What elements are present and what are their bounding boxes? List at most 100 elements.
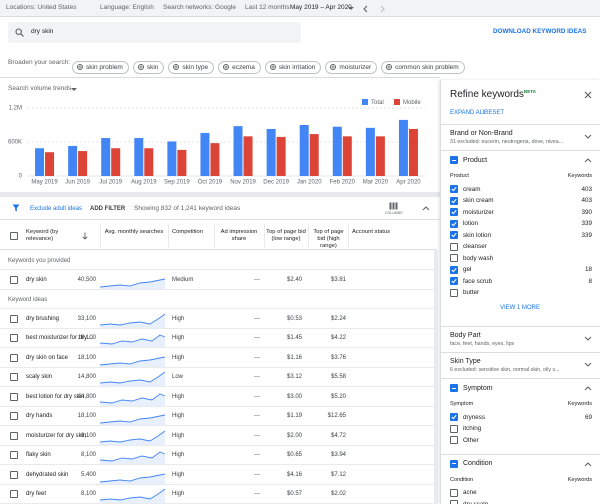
item-checkbox[interactable] xyxy=(450,265,458,274)
item-checkbox[interactable] xyxy=(450,254,458,262)
item-label[interactable]: face scrub xyxy=(463,277,493,285)
prev-period[interactable] xyxy=(362,5,368,13)
period-dropdown[interactable] xyxy=(347,6,355,12)
item-label[interactable]: acne xyxy=(463,489,477,496)
group-checkbox[interactable] xyxy=(450,384,458,392)
group-checkbox[interactable] xyxy=(450,459,458,468)
keyword[interactable]: scaly skin xyxy=(26,374,53,380)
collapse-chevron[interactable] xyxy=(584,461,592,468)
columns-label[interactable]: COLUMNS xyxy=(385,211,403,215)
item-label[interactable]: lotion xyxy=(463,220,479,227)
row-checkbox[interactable] xyxy=(10,470,18,479)
item-label[interactable]: cream xyxy=(463,185,481,193)
collapse-chevron[interactable] xyxy=(584,386,592,392)
row-checkbox[interactable] xyxy=(10,392,18,401)
item-label[interactable]: butter xyxy=(463,289,480,296)
item-label[interactable]: dryness xyxy=(463,413,486,421)
item-checkbox[interactable] xyxy=(450,424,458,433)
filter-title[interactable]: Product xyxy=(463,156,488,164)
item-checkbox[interactable] xyxy=(450,219,458,228)
exclude-adult[interactable]: Exclude adult ideas xyxy=(30,206,83,212)
search-box[interactable] xyxy=(8,22,301,43)
column-header[interactable]: Account status xyxy=(352,229,391,235)
view-more[interactable]: VIEW 1 MORE xyxy=(499,305,541,311)
item-label[interactable]: itching xyxy=(463,425,482,432)
chip[interactable]: skin type xyxy=(168,61,215,74)
filter-title[interactable]: Brand or Non-Brand xyxy=(450,130,513,137)
row-checkbox[interactable] xyxy=(10,334,18,342)
column-header[interactable]: Ad impression share xyxy=(220,229,258,242)
filter-title[interactable]: Body Part xyxy=(450,332,481,339)
item-label[interactable]: skin lotion xyxy=(463,231,492,239)
chip[interactable]: moisturizer xyxy=(325,61,378,74)
row-checkbox[interactable] xyxy=(10,373,18,381)
keyword[interactable]: dry skin on face xyxy=(26,354,69,361)
chart-dropdown[interactable] xyxy=(70,87,78,93)
keyword[interactable]: dry brushing xyxy=(26,315,60,322)
keyword[interactable]: dry feet xyxy=(26,491,47,497)
keyword[interactable]: dry skin xyxy=(26,276,47,283)
row-checkbox[interactable] xyxy=(10,451,18,459)
column-header[interactable]: Top of page bid (high range) xyxy=(313,229,344,249)
keyword[interactable]: moisturizer for dry skin xyxy=(26,432,87,439)
column-header[interactable]: Avg. monthly searches xyxy=(104,229,164,235)
item-checkbox[interactable] xyxy=(450,288,458,297)
filter-title[interactable]: Symptom xyxy=(463,384,493,392)
collapse-chevron[interactable] xyxy=(584,158,592,164)
keyword[interactable]: flaky skin xyxy=(26,452,51,458)
filter-icon[interactable] xyxy=(12,204,20,212)
chip[interactable]: eczema xyxy=(218,61,261,74)
chip[interactable]: skin xyxy=(132,61,165,74)
item-checkbox[interactable] xyxy=(450,413,458,421)
item-checkbox[interactable] xyxy=(450,500,458,504)
row-checkbox[interactable] xyxy=(10,490,18,498)
select-all[interactable] xyxy=(10,232,18,240)
add-filter[interactable]: ADD FILTER xyxy=(90,206,126,212)
row-checkbox[interactable] xyxy=(10,412,18,420)
item-checkbox[interactable] xyxy=(450,208,458,216)
keyword[interactable]: dry hands xyxy=(26,413,53,419)
column-header[interactable]: Competition xyxy=(172,229,203,235)
period[interactable]: May 2019 – Apr 2020 xyxy=(290,4,352,11)
column-header[interactable]: Keyword (by relevance) xyxy=(26,229,59,242)
search-query[interactable]: dry skin xyxy=(31,28,54,35)
item-label[interactable]: dry scalp xyxy=(463,500,489,504)
row-checkbox[interactable] xyxy=(10,314,18,323)
item-label[interactable]: moisturizer xyxy=(463,208,494,216)
expand-chevron[interactable] xyxy=(584,134,592,140)
chip[interactable]: skin problem xyxy=(72,61,129,74)
download-link[interactable]: DOWNLOAD KEYWORD IDEAS xyxy=(493,28,587,35)
item-checkbox[interactable] xyxy=(450,436,458,444)
row-checkbox[interactable] xyxy=(10,353,18,362)
row-checkbox[interactable] xyxy=(10,275,18,284)
keyword[interactable]: dehydrated skin xyxy=(26,471,69,478)
item-label[interactable]: Other xyxy=(463,436,479,444)
keyword[interactable]: best lotion for dry skin xyxy=(26,393,85,400)
item-checkbox[interactable] xyxy=(450,231,458,239)
item-checkbox[interactable] xyxy=(450,196,458,205)
item-label[interactable]: cleanser xyxy=(463,243,487,250)
expand-all[interactable]: EXPAND ALL xyxy=(450,110,487,116)
chart-title[interactable]: Search volume trends xyxy=(8,85,72,92)
collapse-table[interactable] xyxy=(422,206,430,212)
columns-icon[interactable] xyxy=(389,202,398,210)
keyword[interactable]: best moisturizer for dry ... xyxy=(26,335,94,341)
expand-chevron[interactable] xyxy=(584,336,592,342)
filter-title[interactable]: Skin Type xyxy=(450,358,481,365)
next-period[interactable] xyxy=(380,5,386,13)
filter-title[interactable]: Condition xyxy=(463,460,493,467)
chip[interactable]: common skin problem xyxy=(381,61,465,74)
item-checkbox[interactable] xyxy=(450,242,458,251)
group-checkbox[interactable] xyxy=(450,156,458,164)
item-label[interactable]: skin cream xyxy=(463,197,494,204)
item-checkbox[interactable] xyxy=(450,185,458,193)
item-label[interactable]: gel xyxy=(463,266,472,273)
item-label[interactable]: body wash xyxy=(463,254,494,262)
item-checkbox[interactable] xyxy=(450,277,458,285)
item-checkbox[interactable] xyxy=(450,488,458,497)
row-checkbox[interactable] xyxy=(10,431,18,440)
column-header[interactable]: Top of page bid (low range) xyxy=(266,229,306,242)
chip[interactable]: skin irritation xyxy=(264,61,322,74)
expand-chevron[interactable] xyxy=(584,362,592,368)
close-panel[interactable] xyxy=(584,91,592,99)
